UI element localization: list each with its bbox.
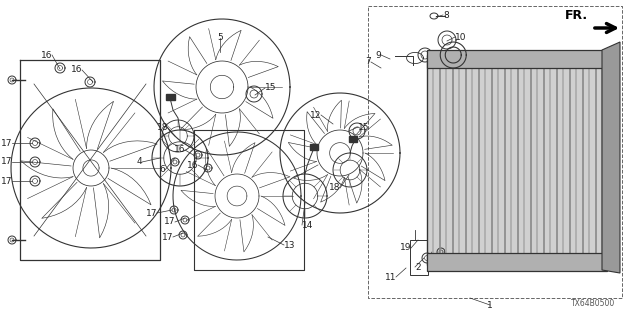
Bar <box>427 55 602 265</box>
Bar <box>427 50 607 68</box>
Text: 16: 16 <box>40 51 52 60</box>
Polygon shape <box>310 144 318 150</box>
Text: 15: 15 <box>358 123 369 132</box>
Text: 6: 6 <box>159 165 165 174</box>
Text: 7: 7 <box>365 58 371 67</box>
Text: 14: 14 <box>302 220 314 229</box>
Text: 17: 17 <box>163 218 175 227</box>
Polygon shape <box>602 42 620 273</box>
Text: FR.: FR. <box>565 9 588 22</box>
Text: 3: 3 <box>428 255 434 265</box>
Text: 18: 18 <box>157 124 168 132</box>
Text: 17: 17 <box>1 157 12 166</box>
Text: 16: 16 <box>186 161 198 170</box>
Text: 5: 5 <box>217 34 223 43</box>
Text: 13: 13 <box>284 241 296 250</box>
Text: 11: 11 <box>385 273 396 282</box>
Text: 2: 2 <box>415 262 420 271</box>
Text: 16: 16 <box>173 146 185 155</box>
Text: 18: 18 <box>328 183 340 193</box>
Text: 17: 17 <box>145 209 157 218</box>
Text: 9: 9 <box>375 51 381 60</box>
Polygon shape <box>166 94 175 100</box>
Bar <box>427 253 607 271</box>
Text: 19: 19 <box>399 244 411 252</box>
Text: 10: 10 <box>455 33 467 42</box>
Bar <box>410 240 428 275</box>
Text: 4: 4 <box>136 157 142 166</box>
Text: 1: 1 <box>487 300 493 309</box>
Text: 12: 12 <box>310 110 321 119</box>
Text: 16: 16 <box>70 66 82 75</box>
Text: 8: 8 <box>443 11 449 20</box>
Polygon shape <box>349 136 357 142</box>
Text: 17: 17 <box>1 177 12 186</box>
Text: 17: 17 <box>161 233 173 242</box>
Text: 17: 17 <box>1 139 12 148</box>
Text: 15: 15 <box>265 84 276 92</box>
Text: TX64B0500: TX64B0500 <box>571 299 615 308</box>
